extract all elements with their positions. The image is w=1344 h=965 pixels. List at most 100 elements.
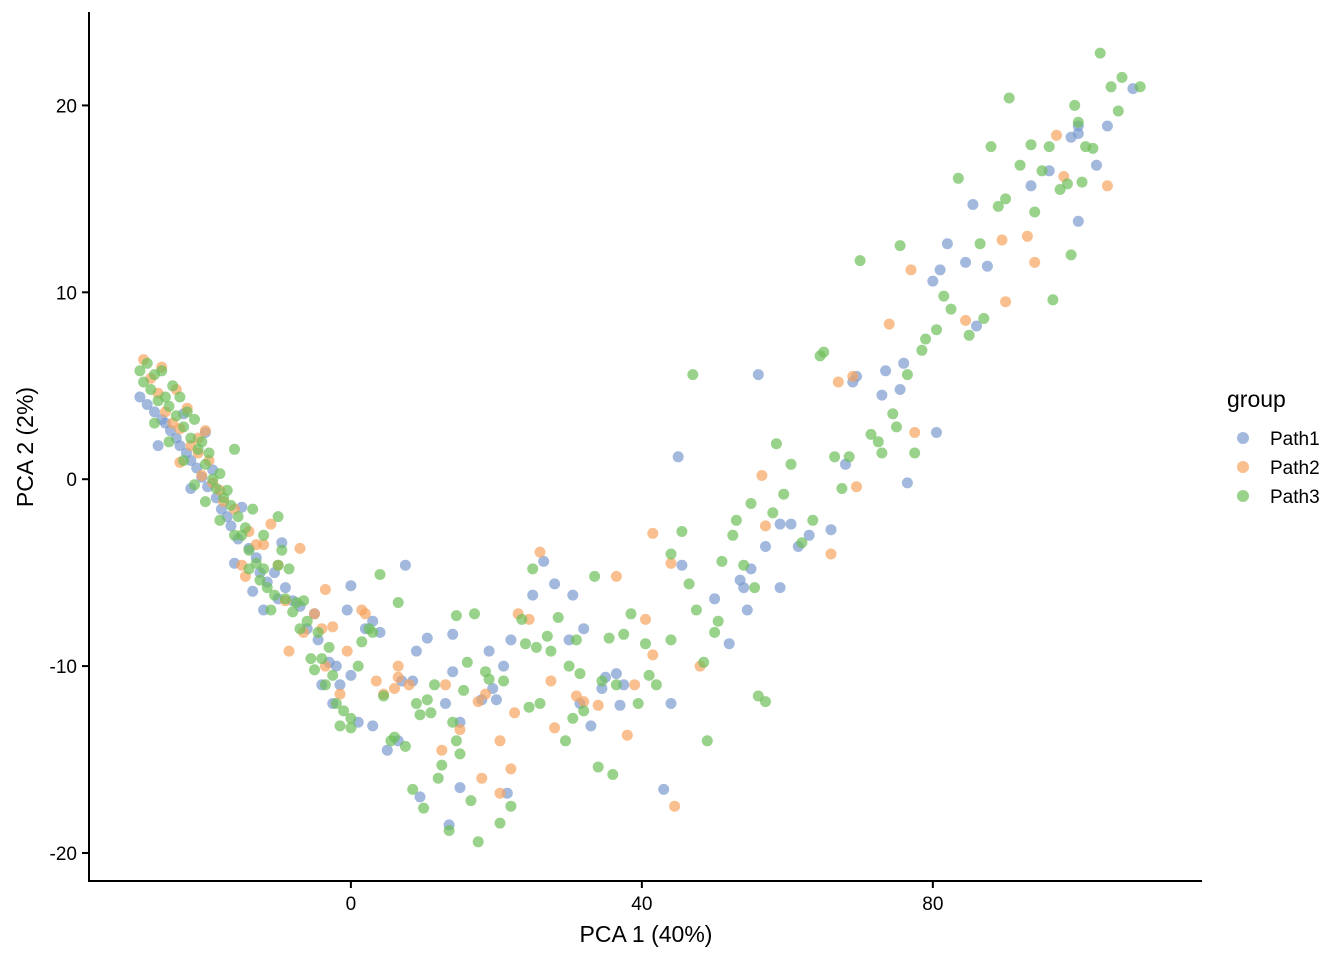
data-point-path3-101 (552, 612, 564, 623)
data-point-path3-82 (454, 748, 466, 760)
data-point-path3-46 (301, 615, 313, 627)
data-point-path2-16 (258, 539, 270, 551)
data-point-path3-165 (974, 238, 986, 250)
data-point-path3-164 (963, 329, 975, 341)
data-point-path3-74 (425, 707, 437, 719)
data-point-path3-76 (432, 772, 444, 784)
data-point-path1-62 (498, 660, 510, 672)
legend-marker-path2 (1237, 461, 1249, 473)
data-point-path3-149 (854, 255, 866, 267)
x-tick-label-0: 0 (346, 894, 357, 915)
data-point-path1-2 (149, 406, 160, 418)
data-point-path3-109 (592, 761, 604, 773)
data-point-path3-54 (330, 698, 342, 709)
data-point-path2-23 (283, 645, 295, 657)
data-point-path3-166 (978, 313, 990, 324)
data-point-path3-169 (1000, 193, 1012, 205)
data-point-path3-12 (178, 421, 190, 433)
data-point-path1-109 (960, 256, 972, 268)
data-point-path3-58 (345, 712, 357, 724)
data-point-path3-121 (665, 548, 677, 560)
data-point-path1-70 (567, 589, 579, 601)
data-point-path3-6 (156, 365, 168, 377)
data-point-path3-27 (232, 511, 244, 523)
data-point-path3-161 (938, 290, 950, 302)
data-point-path3-67 (392, 597, 404, 608)
data-point-path3-131 (727, 529, 739, 541)
data-point-path1-100 (880, 365, 892, 377)
data-point-path1-112 (981, 260, 993, 272)
data-point-path1-59 (483, 645, 495, 657)
data-point-path3-41 (283, 563, 295, 575)
data-point-path3-87 (472, 836, 484, 848)
data-point-path3-84 (461, 656, 473, 668)
x-tick-label-2: 80 (922, 894, 943, 915)
data-point-path2-33 (359, 608, 371, 620)
data-point-path1-105 (931, 427, 942, 438)
data-point-path3-25 (225, 499, 237, 511)
data-point-path3-143 (807, 514, 819, 526)
data-point-path2-42 (440, 679, 451, 691)
data-point-path3-123 (683, 578, 695, 590)
y-tick-label-1: -10 (50, 657, 77, 678)
data-point-path1-44 (367, 720, 379, 732)
data-point-path3-171 (1014, 159, 1026, 171)
data-point-path3-98 (534, 698, 546, 709)
data-point-path3-35 (261, 582, 273, 594)
y-tick-label-0: -20 (50, 844, 77, 865)
data-point-path3-162 (945, 303, 957, 315)
data-point-path2-75 (909, 427, 921, 438)
data-point-path3-22 (214, 468, 226, 480)
data-point-path1-39 (341, 604, 353, 616)
data-point-path3-145 (818, 346, 830, 358)
legend: group Path1 Path2 Path3 (1227, 386, 1320, 508)
data-point-path3-191 (163, 436, 175, 448)
data-point-path2-43 (472, 696, 484, 708)
data-point-path3-146 (829, 451, 841, 463)
data-point-path1-49 (399, 559, 411, 571)
data-point-path3-30 (243, 544, 255, 556)
data-point-path1-79 (658, 783, 670, 795)
data-point-path3-102 (560, 735, 571, 747)
data-point-path1-111 (971, 320, 982, 332)
data-point-path3-80 (450, 610, 462, 622)
data-point-path2-60 (629, 679, 641, 691)
data-point-path1-93 (803, 529, 815, 541)
data-point-path3-174 (1036, 165, 1048, 177)
data-point-path2-77 (996, 234, 1008, 246)
data-point-path1-96 (752, 369, 764, 381)
data-point-path1-80 (665, 698, 677, 709)
data-point-path3-62 (367, 626, 379, 638)
data-point-path3-55 (334, 720, 346, 732)
data-point-path3-11 (174, 391, 186, 403)
data-point-path2-21 (294, 542, 306, 554)
data-point-path3-173 (1029, 206, 1041, 218)
y-tick-label-3: 10 (56, 283, 77, 304)
y-ticks: -20 -10 0 10 20 (50, 96, 89, 865)
data-point-path1-82 (672, 451, 684, 463)
data-point-path3-135 (749, 582, 761, 594)
data-point-path1-91 (785, 518, 797, 530)
data-point-path3-105 (570, 634, 582, 646)
data-point-path2-63 (647, 527, 659, 539)
data-point-path3-39 (276, 544, 288, 556)
data-point-path3-142 (796, 537, 808, 549)
data-point-path1-51 (421, 632, 433, 644)
data-point-path3-178 (1061, 178, 1073, 190)
data-point-path2-64 (669, 800, 681, 812)
data-point-path3-168 (992, 200, 1004, 212)
data-point-path3-167 (985, 141, 997, 153)
data-point-path3-182 (1076, 176, 1088, 188)
data-point-path3-133 (738, 559, 750, 571)
data-point-path3-122 (676, 526, 688, 537)
data-point-path3-72 (418, 802, 430, 814)
data-point-path3-126 (698, 656, 710, 668)
data-point-path3-120 (665, 634, 677, 646)
data-point-path3-89 (483, 673, 495, 685)
data-point-path3-77 (436, 759, 448, 771)
data-point-path2-72 (851, 481, 862, 493)
data-point-path3-199 (272, 511, 284, 523)
data-point-path1-81 (676, 559, 688, 571)
